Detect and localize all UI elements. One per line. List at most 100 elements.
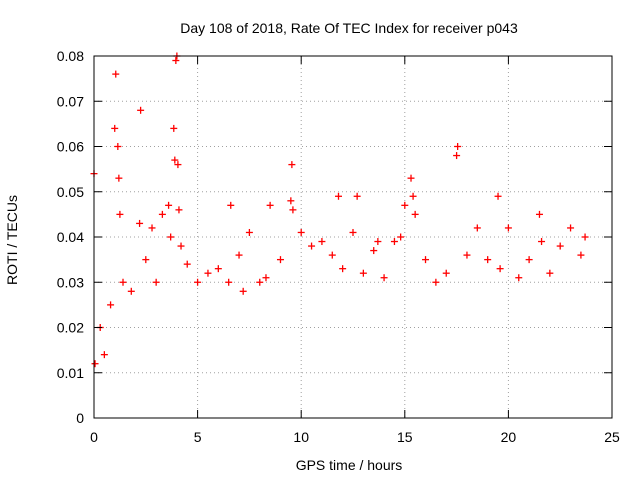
data-point [204,269,212,277]
data-point [142,256,150,264]
x-tick-label: 20 [501,429,517,445]
x-tick-label: 25 [604,429,620,445]
data-point [407,174,415,182]
data-point [318,238,326,246]
data-point [496,265,504,273]
y-tick-label: 0.04 [57,229,84,245]
data-point [525,256,533,264]
data-point [148,224,156,232]
data-point [504,224,512,232]
y-tick-label: 0.02 [57,320,84,336]
chart-title: Day 108 of 2018, Rate Of TEC Index for r… [180,20,518,36]
data-point [515,274,523,282]
data-point [339,265,347,273]
data-point [91,360,99,368]
data-point [409,192,417,200]
data-point [172,57,180,65]
data-point [581,233,589,241]
axis-ticks: 0 0.01 0.02 0.03 0.04 0.05 0.06 0.07 0.08 0 5 10 15 2… [57,48,620,445]
data-point [165,201,173,209]
y-axis-label: ROTI / TECUs [4,195,20,285]
x-tick-label: 10 [293,429,309,445]
data-point [374,238,382,246]
data-point [454,143,462,150]
data-point [494,192,502,200]
data-point [235,251,243,259]
data-point [100,351,108,359]
data-point [328,251,336,259]
x-tick-label: 15 [397,429,413,445]
data-point [214,265,222,273]
data-point [442,269,450,277]
y-tick-label: 0.06 [57,139,84,155]
data-point [136,219,144,227]
data-point [194,278,202,286]
data-point [266,201,274,209]
data-point [170,124,178,132]
data-point [112,70,120,78]
data-point [577,251,585,259]
data-point [175,206,183,214]
data-point [245,228,253,236]
data-point [411,210,419,218]
grid-lines [94,56,612,418]
data-point [183,260,191,268]
data-point [239,287,247,295]
data-point [171,156,179,164]
data-point [556,242,564,250]
data-point [287,197,295,205]
data-point [463,251,471,259]
data-point [370,247,378,255]
y-tick-label: 0.07 [57,93,84,109]
data-point [453,152,461,160]
data-point [262,274,270,282]
y-tick-label: 0.03 [57,274,84,290]
data-point [116,210,124,218]
data-point [484,256,492,264]
data-point [276,256,284,264]
data-point [380,274,388,282]
data-point [127,287,135,295]
data-point [308,242,316,250]
data-point [288,161,296,169]
data-point [567,224,575,232]
data-point [107,301,115,309]
data-point [353,192,361,200]
data-point [227,201,235,209]
data-point [111,124,119,132]
data-point [256,278,264,286]
data-point [177,242,185,250]
data-point [432,278,440,286]
data-point [289,206,297,214]
data-point [297,228,305,236]
data-point [114,143,122,150]
y-tick-label: 0.01 [57,365,84,381]
data-point [158,210,166,218]
data-point [359,269,367,277]
data-point [546,269,554,277]
y-tick-label: 0.05 [57,184,84,200]
data-point [390,238,398,246]
data-point [538,238,546,246]
y-tick-label: 0.08 [57,48,84,64]
y-tick-label: 0 [76,410,84,426]
data-point [167,233,175,241]
x-axis-label: GPS time / hours [296,457,403,473]
data-point [535,210,543,218]
data-point [152,278,160,286]
data-point [401,201,409,209]
data-point [174,161,182,169]
data-points [90,52,589,368]
data-point [422,256,430,264]
x-tick-label: 5 [194,429,202,445]
data-point [473,224,481,232]
data-point [137,106,145,114]
data-point [225,278,233,286]
data-point [349,228,357,236]
data-point [119,278,127,286]
data-point [397,233,405,241]
x-tick-label: 0 [90,429,98,445]
data-point [115,174,123,182]
data-point [334,192,342,200]
